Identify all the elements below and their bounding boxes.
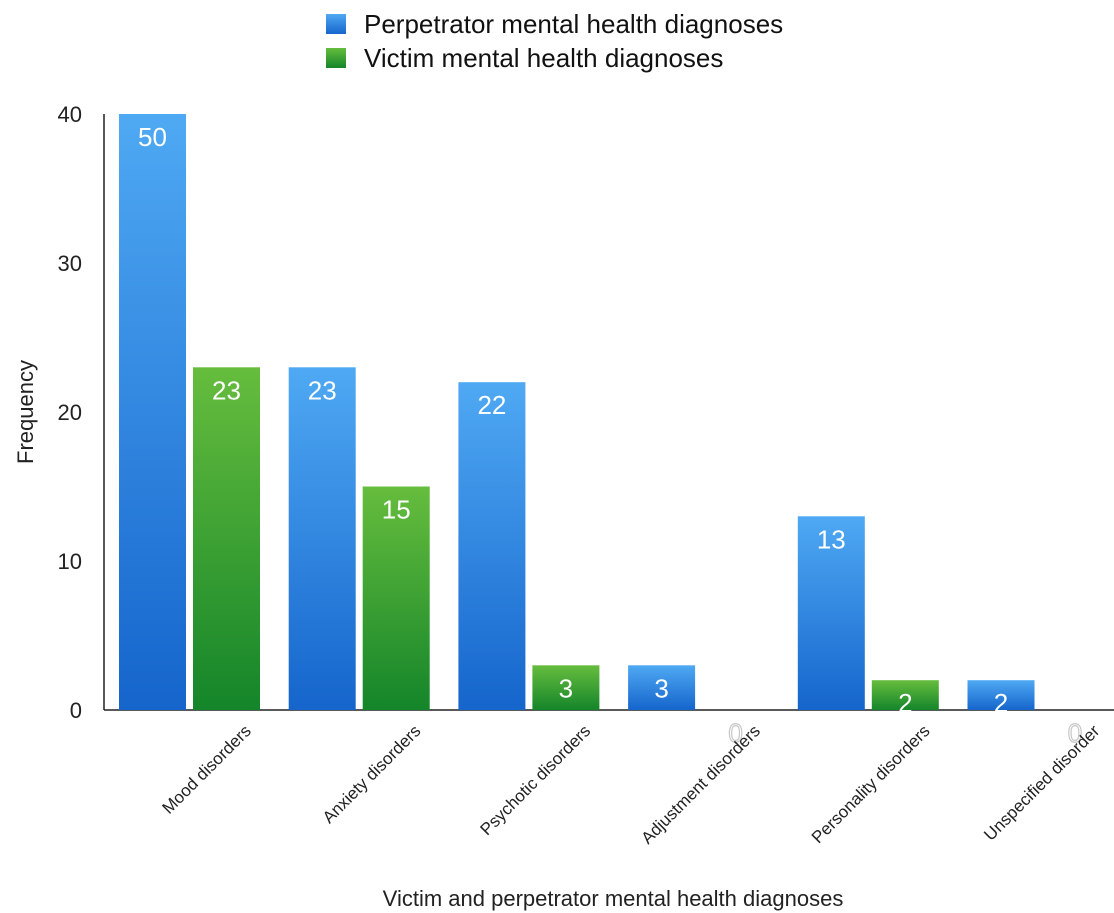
bar-value-label: 0	[1068, 718, 1082, 748]
y-axis-title: Frequency	[13, 360, 38, 464]
y-tick-label: 0	[70, 698, 82, 723]
category-labels: Mood disorders Anxiety disorders Psychotic…	[159, 721, 1104, 848]
bar-value-label: 0	[728, 718, 742, 748]
bar-value-label: 3	[654, 673, 668, 703]
category-label: Adjustment disorders	[638, 721, 764, 847]
category-label: Mood disorders	[159, 721, 255, 817]
bar-value-label: 13	[817, 524, 846, 554]
y-tick-label: 20	[58, 400, 82, 425]
bar-value-label: 15	[382, 495, 411, 525]
bar-perpetrator	[797, 516, 865, 710]
legend: Perpetrator mental health diagnoses Vict…	[326, 9, 783, 73]
bar-perpetrator	[628, 665, 696, 710]
bar-perpetrator	[288, 367, 356, 710]
legend-label-victim: Victim mental health diagnoses	[364, 43, 723, 73]
bar-value-label: 50	[138, 122, 167, 152]
bar-value-label: 2	[898, 688, 912, 718]
x-axis-title: Victim and perpetrator mental health dia…	[383, 886, 844, 911]
y-tick-label: 10	[58, 549, 82, 574]
legend-label-perpetrator: Perpetrator mental health diagnoses	[364, 9, 783, 39]
bar-victim	[532, 665, 600, 710]
category-label: Anxiety disorders	[319, 721, 425, 827]
bar-value-label: 23	[212, 375, 241, 405]
y-tick-label: 30	[58, 251, 82, 276]
bar-victim	[362, 486, 430, 710]
category-label: Personality disorders	[808, 721, 934, 847]
bar-victim	[871, 680, 939, 710]
bar-perpetrator	[119, 114, 186, 710]
y-axis-ticks: 0 10 20 30 40	[58, 102, 82, 723]
legend-swatch-victim	[326, 48, 346, 68]
bar-value-label: 23	[308, 375, 337, 405]
bar-value-label: 2	[994, 688, 1008, 718]
bars	[119, 114, 1035, 710]
y-tick-label: 40	[58, 102, 82, 127]
category-label: Unspecified disorder	[980, 721, 1103, 844]
bar-victim	[193, 367, 260, 710]
bar-perpetrator	[967, 680, 1035, 710]
bar-value-label: 3	[559, 673, 573, 703]
category-label: Psychotic disorders	[477, 721, 595, 839]
bar-perpetrator	[458, 382, 526, 710]
bar-value-label: 22	[477, 390, 506, 420]
legend-swatch-perpetrator	[326, 14, 346, 34]
